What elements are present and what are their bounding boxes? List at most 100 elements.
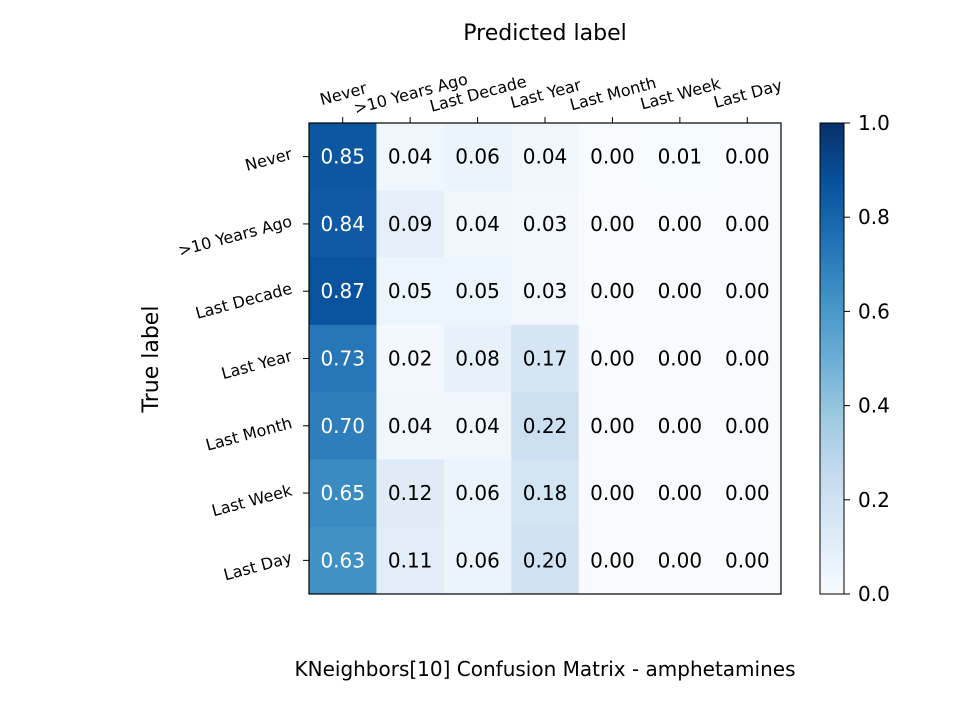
heatmap-cell bbox=[309, 257, 377, 326]
heatmap-cell bbox=[309, 459, 377, 528]
heatmap-cell bbox=[443, 392, 512, 460]
colorbar-gradient bbox=[819, 122, 845, 595]
cell-value-label: 0.00 bbox=[658, 279, 703, 303]
heatmap-cell bbox=[443, 459, 512, 528]
y-tick-label: Last Decade bbox=[193, 279, 294, 323]
heatmap-cell bbox=[309, 123, 377, 191]
heatmap-cell bbox=[713, 324, 782, 393]
heatmap-cells bbox=[309, 123, 782, 595]
cell-value-label: 0.00 bbox=[725, 212, 770, 236]
cell-value-label: 0.04 bbox=[523, 145, 568, 169]
heatmap-cell bbox=[376, 257, 445, 326]
x-tick-label: Last Day bbox=[712, 75, 785, 111]
cell-value-label: 0.00 bbox=[725, 347, 770, 371]
colorbar-tick-label: 0.4 bbox=[858, 394, 890, 418]
colorbar-tick-label: 0.0 bbox=[858, 582, 890, 606]
cell-value-label: 0.06 bbox=[455, 145, 500, 169]
y-tick-label: Last Week bbox=[210, 480, 295, 520]
colorbar-tick-label: 0.8 bbox=[858, 205, 890, 229]
heatmap-cell bbox=[578, 257, 647, 326]
heatmap-cell bbox=[713, 526, 782, 595]
y-tick-label: Last Day bbox=[221, 548, 294, 584]
heatmap-cell bbox=[309, 324, 377, 393]
y-axis-ticks: Never >10 Years Ago Last Decade Last Year La… bbox=[176, 144, 309, 584]
cell-value-label: 0.22 bbox=[523, 414, 568, 438]
heatmap-cell bbox=[376, 459, 445, 528]
cell-value-label: 0.11 bbox=[388, 548, 433, 572]
cell-value-label: 0.00 bbox=[725, 145, 770, 169]
heatmap-cell bbox=[309, 190, 377, 259]
cell-value-label: 0.00 bbox=[658, 347, 703, 371]
cell-value-label: 0.00 bbox=[590, 145, 635, 169]
heatmap-cell bbox=[713, 392, 782, 460]
heatmap-cell bbox=[646, 123, 715, 191]
cell-value-label: 0.84 bbox=[320, 212, 365, 236]
heatmap-cell bbox=[578, 459, 647, 528]
cell-value-label: 0.00 bbox=[658, 548, 703, 572]
cell-value-label: 0.04 bbox=[388, 145, 433, 169]
cell-value-label: 0.00 bbox=[658, 212, 703, 236]
chart-title: KNeighbors[10] Confusion Matrix - amphet… bbox=[295, 657, 796, 681]
cell-value-label: 0.04 bbox=[455, 414, 500, 438]
cell-value-label: 0.00 bbox=[658, 481, 703, 505]
heatmap-cell bbox=[376, 526, 445, 595]
cell-value-label: 0.85 bbox=[320, 145, 365, 169]
cell-value-label: 0.06 bbox=[455, 481, 500, 505]
colorbar-tick-label: 0.2 bbox=[858, 488, 890, 512]
cell-value-label: 0.87 bbox=[320, 279, 365, 303]
cell-value-label: 0.12 bbox=[388, 481, 433, 505]
colorbar-tick-label: 1.0 bbox=[858, 111, 890, 135]
heatmap-cell bbox=[646, 257, 715, 326]
cell-value-label: 0.08 bbox=[455, 347, 500, 371]
heatmap-cell bbox=[646, 190, 715, 259]
cell-value-label: 0.04 bbox=[455, 212, 500, 236]
cell-value-label: 0.04 bbox=[388, 414, 433, 438]
heatmap-cell bbox=[578, 324, 647, 393]
heatmap-cell bbox=[578, 190, 647, 259]
heatmap-cell bbox=[443, 257, 512, 326]
heatmap-cell bbox=[713, 257, 782, 326]
heatmap-cell bbox=[646, 526, 715, 595]
cell-value-label: 0.00 bbox=[725, 548, 770, 572]
cell-value-label: 0.02 bbox=[388, 347, 433, 371]
cell-value-label: 0.00 bbox=[590, 548, 635, 572]
heatmap-cell bbox=[511, 526, 580, 595]
heatmap-cell bbox=[713, 123, 782, 191]
heatmap-cell bbox=[443, 324, 512, 393]
heatmap-cell bbox=[376, 123, 445, 191]
cell-value-label: 0.00 bbox=[590, 414, 635, 438]
heatmap-cell bbox=[511, 459, 580, 528]
y-tick-label: Last Month bbox=[204, 413, 294, 454]
cell-value-label: 0.00 bbox=[725, 414, 770, 438]
heatmap-cell bbox=[443, 526, 512, 595]
colorbar-ticks: 0.0 0.2 0.4 0.6 0.8 1.0 bbox=[844, 111, 890, 606]
heatmap-cell bbox=[376, 324, 445, 393]
cell-value-label: 0.65 bbox=[320, 481, 365, 505]
heatmap-cell bbox=[578, 392, 647, 460]
cell-value-label: 0.01 bbox=[658, 145, 703, 169]
cell-value-label: 0.20 bbox=[523, 548, 568, 572]
y-tick-label: Never bbox=[243, 144, 294, 175]
colorbar: 0.0 0.2 0.4 0.6 0.8 1.0 bbox=[819, 111, 890, 606]
cell-value-label: 0.70 bbox=[320, 414, 365, 438]
cell-value-label: 0.03 bbox=[523, 212, 568, 236]
y-axis-title: True label bbox=[139, 306, 164, 414]
heatmap-cell-labels: 0.85 0.04 0.06 0.04 0.00 0.01 0.00 0.84 0.09 0.04… bbox=[320, 145, 769, 573]
cell-value-label: 0.00 bbox=[590, 347, 635, 371]
cell-value-label: 0.03 bbox=[523, 279, 568, 303]
cell-value-label: 0.00 bbox=[590, 279, 635, 303]
cell-value-label: 0.05 bbox=[388, 279, 433, 303]
cell-value-label: 0.00 bbox=[725, 481, 770, 505]
heatmap-cell bbox=[511, 257, 580, 326]
heatmap-cell bbox=[713, 190, 782, 259]
heatmap-cell bbox=[376, 190, 445, 259]
heatmap-cell bbox=[443, 190, 512, 259]
heatmap-cell bbox=[309, 392, 377, 460]
heatmap-cell bbox=[511, 123, 580, 191]
cell-value-label: 0.00 bbox=[658, 414, 703, 438]
heatmap-cell bbox=[376, 392, 445, 460]
heatmap-cell bbox=[646, 459, 715, 528]
cell-value-label: 0.05 bbox=[455, 279, 500, 303]
cell-value-label: 0.00 bbox=[725, 279, 770, 303]
